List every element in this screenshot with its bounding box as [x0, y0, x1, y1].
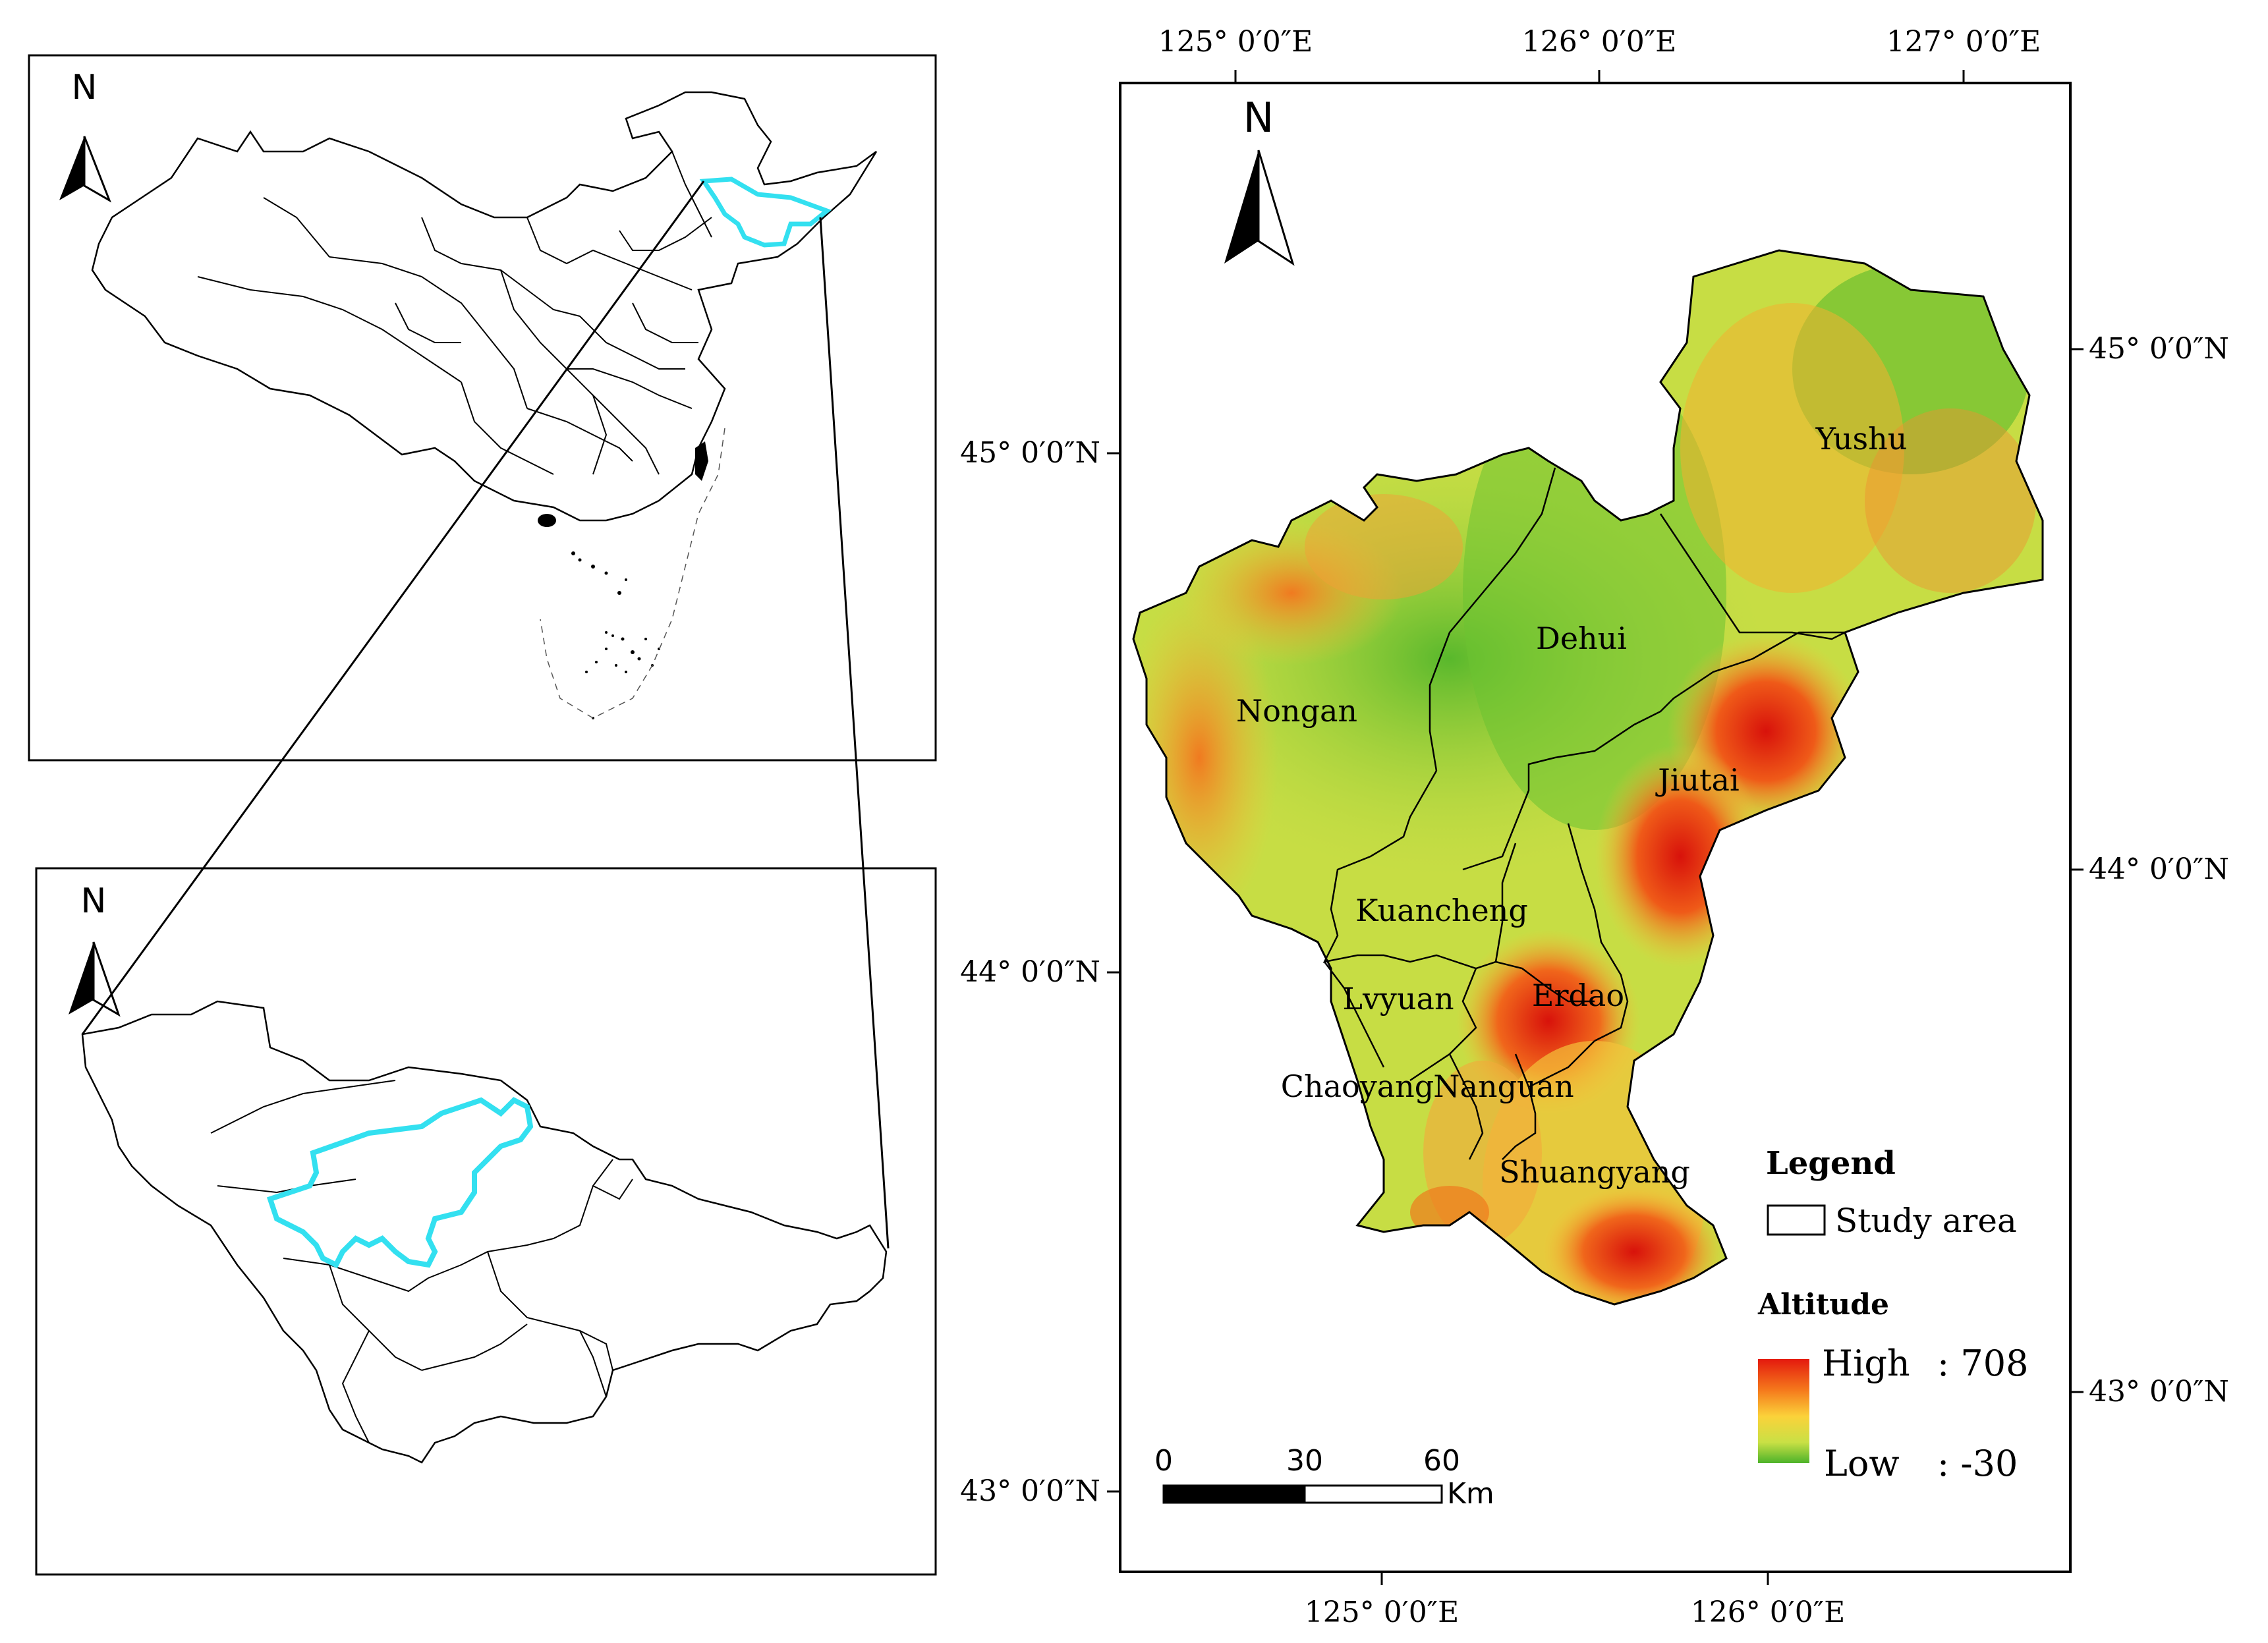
main-north-label: N: [1243, 94, 1274, 142]
china-dashed-boundary: [540, 428, 725, 719]
district-label-nanguan: Nanguan: [1433, 1069, 1573, 1104]
jilin-province-map: N: [35, 867, 937, 1576]
lon-labels-top: 125° 0′0″E 126° 0′0″E 127° 0′0″E: [1158, 25, 2041, 59]
jilin-study-area-highlight: [266, 1097, 534, 1269]
jilin-outline: [81, 1000, 888, 1464]
lat-label-44-left: 44° 0′0″N: [960, 955, 1100, 989]
graticule-ticks: [1107, 70, 2084, 1585]
legend-study-area-swatch: [1767, 1204, 1826, 1236]
china-north-label: N: [72, 68, 98, 107]
district-boundaries: [1322, 467, 1846, 1160]
district-label-dehui: Dehui: [1536, 621, 1627, 656]
jilin-map-frame: [35, 867, 937, 1576]
legend: Legend Study area Altitude High : 708 Lo…: [1757, 1145, 2028, 1484]
district-label-erdao: Erdao: [1532, 978, 1624, 1013]
jilin-north-label: N: [81, 881, 107, 921]
lon-label-125-top: 125° 0′0″E: [1158, 25, 1313, 59]
main-map-frame: [1119, 82, 2072, 1573]
lon-label-127-top: 127° 0′0″E: [1886, 25, 2041, 59]
lat-label-45-right: 45° 0′0″N: [2089, 332, 2229, 366]
scale-tick-30: 30: [1286, 1444, 1323, 1478]
lon-label-126-top: 126° 0′0″E: [1522, 25, 1677, 59]
scale-tick-0: 0: [1154, 1444, 1173, 1478]
lat-label-43-left: 43° 0′0″N: [960, 1474, 1100, 1508]
lon-label-126-bottom: 126° 0′0″E: [1691, 1596, 1846, 1629]
china-study-area-highlight: [699, 177, 832, 248]
district-labels: Yushu Dehui Nongan Jiutai Kuancheng Lvyu…: [1236, 421, 1907, 1190]
main-north-arrow: N: [1224, 94, 1295, 266]
scale-bar-segment-1: [1162, 1484, 1306, 1504]
scale-tick-60: 60: [1423, 1444, 1460, 1478]
legend-altitude-title: Altitude: [1757, 1288, 1889, 1322]
china-north-arrow: N: [59, 68, 111, 203]
jilin-city-lines: [210, 1080, 633, 1443]
lat-labels-right: 45° 0′0″N 44° 0′0″N 43° 0′0″N: [2089, 332, 2229, 1408]
lat-label-43-right: 43° 0′0″N: [2089, 1375, 2229, 1408]
scale-bar: 0 30 60 Km: [1154, 1444, 1494, 1511]
legend-high-value: : 708: [1937, 1343, 2028, 1384]
lon-label-125-bottom: 125° 0′0″E: [1305, 1596, 1460, 1629]
china-map-frame: [28, 54, 937, 762]
legend-low-value: : -30: [1937, 1443, 2018, 1484]
district-label-lvyuan: Lvyuan: [1342, 981, 1454, 1016]
inset-connector-lines: [81, 181, 890, 1249]
china-islands: [538, 441, 708, 719]
district-label-chaoyang: Chaoyang: [1281, 1069, 1434, 1104]
district-label-kuancheng: Kuancheng: [1355, 893, 1528, 928]
district-label-jiutai: Jiutai: [1655, 762, 1739, 798]
scale-unit: Km: [1447, 1477, 1494, 1511]
district-label-nongan: Nongan: [1236, 693, 1357, 729]
lon-labels-bottom: 125° 0′0″E 126° 0′0″E: [1305, 1596, 1846, 1629]
legend-altitude-ramp: [1758, 1359, 1809, 1463]
china-overview-map: N: [28, 54, 937, 762]
legend-high-label: High: [1822, 1343, 1910, 1384]
scale-bar-segment-2: [1303, 1484, 1443, 1504]
district-label-yushu: Yushu: [1815, 421, 1908, 457]
lat-label-45-left: 45° 0′0″N: [960, 436, 1100, 470]
main-elevation-map: 125° 0′0″E 126° 0′0″E 127° 0′0″E 125° 0′…: [960, 25, 2229, 1629]
lat-label-44-right: 44° 0′0″N: [2089, 852, 2229, 886]
lat-labels-left: 45° 0′0″N 44° 0′0″N 43° 0′0″N: [960, 436, 1100, 1508]
legend-low-label: Low: [1824, 1443, 1900, 1484]
jilin-north-arrow: N: [69, 881, 121, 1017]
china-outline: [91, 91, 878, 522]
legend-study-area-label: Study area: [1835, 1202, 2017, 1240]
legend-title: Legend: [1766, 1145, 1896, 1182]
district-label-shuangyang: Shuangyang: [1499, 1154, 1690, 1190]
